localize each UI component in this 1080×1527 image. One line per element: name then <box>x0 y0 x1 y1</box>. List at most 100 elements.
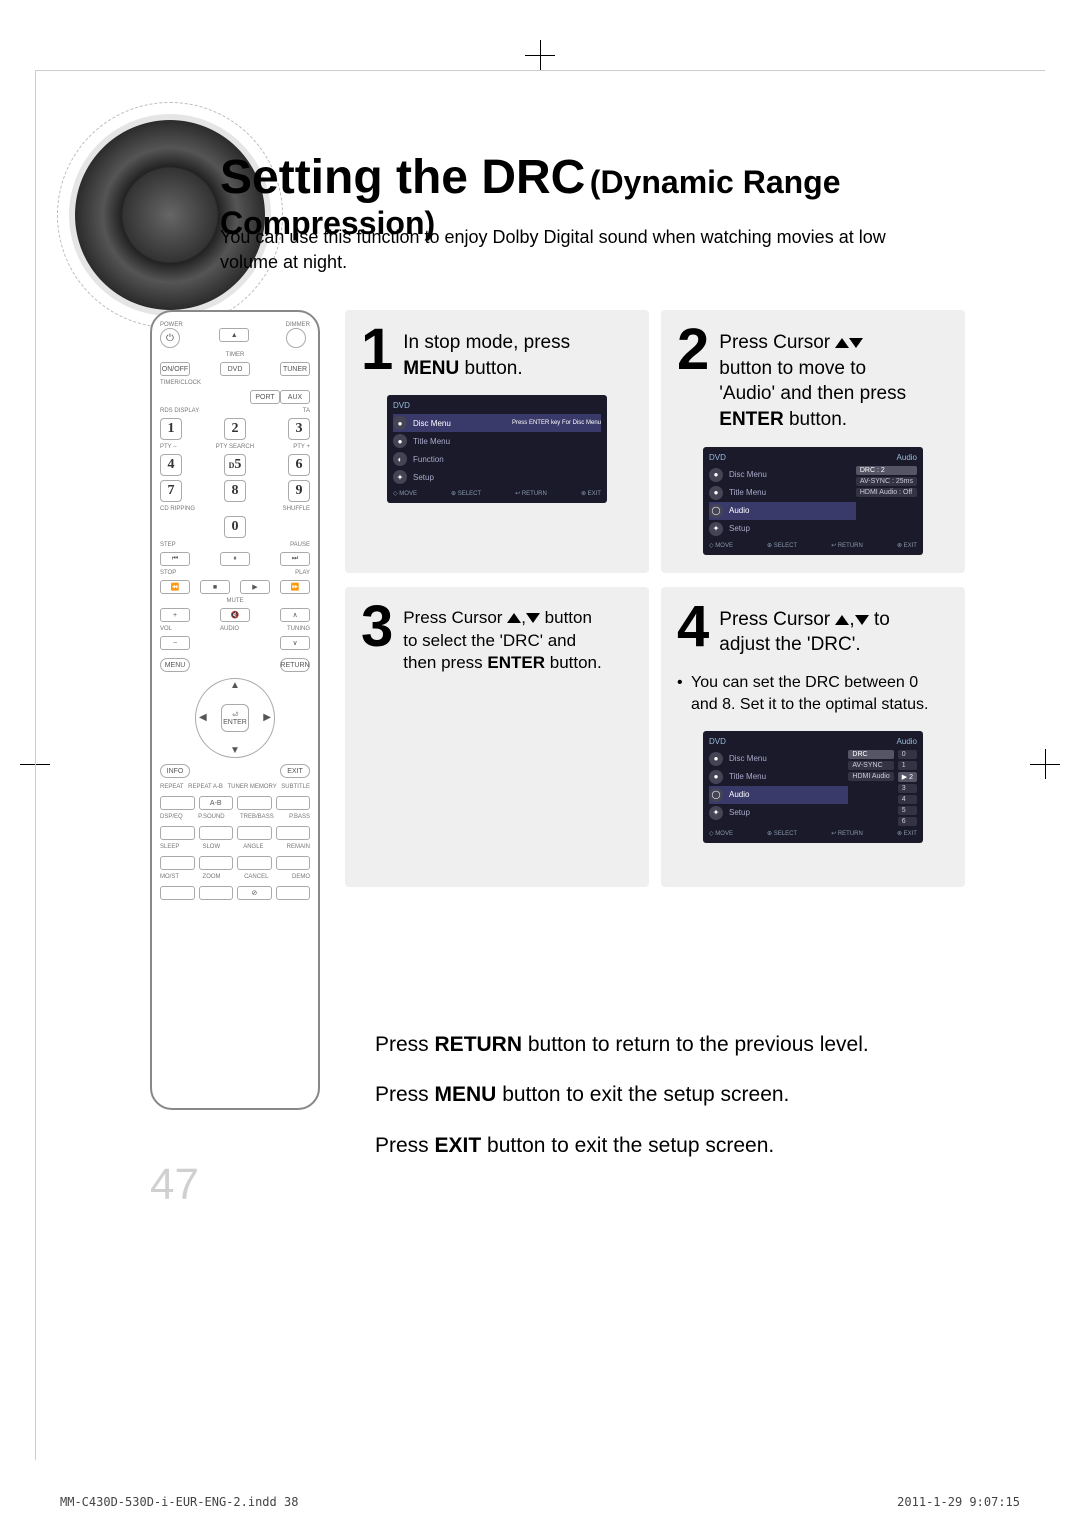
zoom-button <box>199 886 234 900</box>
subtitle-button <box>276 796 311 810</box>
osd4-v5: 5 <box>898 806 917 815</box>
step-4-l0-pre: Press Cursor <box>719 609 835 630</box>
shuffle-label: SHUFFLE <box>283 506 310 512</box>
mute-icon: 🔇 <box>220 608 250 622</box>
osd2-foot1: ⊕ SELECT <box>767 542 797 549</box>
step-2-number: 2 <box>677 324 709 376</box>
next-icon: ⏭ <box>280 552 310 566</box>
osd4-values-col: 0 1 ▶ 2 3 4 5 6 <box>898 750 917 826</box>
step-1-number: 1 <box>361 324 393 376</box>
osd1-row2: Function <box>413 455 444 464</box>
cursor-up-icon <box>835 338 849 348</box>
osd2-title-l: DVD <box>709 453 726 462</box>
step-label: STEP <box>160 542 176 548</box>
pause-label: PAUSE <box>290 542 310 548</box>
tuner-mem-label: TUNER MEMORY <box>227 784 276 790</box>
ta-label: TA <box>303 408 310 414</box>
doc-footer-left: MM-C430D-530D-i-EUR-ENG-2.indd 38 <box>60 1495 298 1509</box>
mute-label: MUTE <box>227 598 244 604</box>
fi1-pre: Press <box>375 1083 435 1106</box>
vol-down-icon: − <box>160 636 190 650</box>
power-label: POWER <box>160 322 183 328</box>
cancel-label: CANCEL <box>244 874 268 880</box>
osd4-labels-col: DRC AV-SYNC HDMI Audio <box>848 750 893 826</box>
vol-label: VOL <box>160 626 172 632</box>
page-number: 47 <box>150 1160 199 1210</box>
step-1-pre: In stop mode, press <box>403 332 570 353</box>
step-2-l3-post: button. <box>789 409 847 430</box>
play-icon: ▶ <box>240 580 270 594</box>
osd4-v2: ▶ 2 <box>898 772 917 782</box>
osd4-rc0: DRC <box>848 750 893 759</box>
disc-icon: ● <box>709 752 723 766</box>
psound-label: P.SOUND <box>198 814 225 820</box>
osd4-row0: Disc Menu <box>729 754 767 763</box>
remain-button <box>276 856 311 870</box>
audio-label: AUDIO <box>220 626 239 632</box>
osd4-title-r: Audio <box>897 737 917 746</box>
step-3-l0-pre: Press Cursor <box>403 608 507 627</box>
enter-button: ⏎ ENTER <box>221 704 249 732</box>
document-footer: MM-C430D-530D-i-EUR-ENG-2.indd 38 2011-1… <box>60 1495 1020 1509</box>
step-4-l0-post: to <box>874 609 890 630</box>
osd2-right-col: DRC : 2 AV-SYNC : 25ms HDMI Audio : Off <box>856 466 917 538</box>
step-1-post: button. <box>465 358 523 379</box>
timer-label: TIMER <box>160 352 310 358</box>
exit-button: EXIT <box>280 764 310 778</box>
osd2-row3: Setup <box>729 524 750 533</box>
footer-instructions: Press RETURN button to return to the pre… <box>375 1020 935 1171</box>
osd1-foot2: ↩ RETURN <box>515 490 547 497</box>
osd4-v4: 4 <box>898 795 917 804</box>
osd2-rc0: DRC : 2 <box>856 466 917 475</box>
step-4-number: 4 <box>677 601 709 653</box>
cursor-down-icon <box>855 615 869 625</box>
step-4-note: You can set the DRC between 0 and 8. Set… <box>677 672 949 717</box>
info-button: INFO <box>160 764 190 778</box>
footer-line-2: Press MENU button to exit the setup scre… <box>375 1070 935 1120</box>
num-3: 3 <box>288 418 310 440</box>
rds-label: RDS DISPLAY <box>160 408 199 414</box>
timerclock-label: TIMER/CLOCK <box>160 380 201 386</box>
port-button: PORT <box>250 390 280 404</box>
step-3-l2-bold: ENTER <box>487 653 545 672</box>
osd1-title: DVD <box>393 401 410 410</box>
osd2-rc2: HDMI Audio : Off <box>856 488 917 497</box>
eject-icon: ▲ <box>219 328 249 342</box>
step-2-l1: button to move to <box>719 358 866 379</box>
step-4-panel: 4 Press Cursor , to adjust the 'DRC'. Yo… <box>661 587 965 887</box>
osd1-foot0: ◇ MOVE <box>393 490 417 497</box>
disc-icon: ● <box>393 416 407 430</box>
step-3-panel: 3 Press Cursor , button to select the 'D… <box>345 587 649 887</box>
step-2-l3-bold: ENTER <box>719 409 783 430</box>
sleep-button <box>160 856 195 870</box>
num-7: 7 <box>160 480 182 502</box>
subtitle-label: SUBTITLE <box>281 784 310 790</box>
num-8: 8 <box>224 480 246 502</box>
menu-button: MENU <box>160 658 190 672</box>
fi2-pre: Press <box>375 1134 435 1157</box>
cursor-up-icon <box>835 615 849 625</box>
osd4-row3: Setup <box>729 808 750 817</box>
osd2-row0: Disc Menu <box>729 470 767 479</box>
step-2-l0-pre: Press Cursor <box>719 332 835 353</box>
step-3-l0-post: button <box>545 608 592 627</box>
disc-icon: ● <box>709 468 723 482</box>
crop-mark-top <box>525 40 555 70</box>
footer-line-3: Press EXIT button to exit the setup scre… <box>375 1121 935 1171</box>
osd2-rc1: AV-SYNC : 25ms <box>856 477 917 486</box>
step-4-text: Press Cursor , to adjust the 'DRC'. <box>719 601 890 658</box>
num-2: 2 <box>224 418 246 440</box>
audio-icon: ◯ <box>709 788 723 802</box>
angle-label: ANGLE <box>243 844 263 850</box>
step-1-text: In stop mode, press MENU button. <box>403 324 570 381</box>
osd4-foot1: ⊕ SELECT <box>767 830 797 837</box>
repeat-ab-button: A-B <box>199 796 234 810</box>
osd4-rc1: AV-SYNC <box>848 761 893 770</box>
step-3-l1: to select the 'DRC' and <box>403 631 576 650</box>
step-1-panel: 1 In stop mode, press MENU button. DVD ●… <box>345 310 649 573</box>
cursor-down-icon <box>849 338 863 348</box>
repeat-ab-label: REPEAT A-B <box>188 784 223 790</box>
power-icon: ⏻ <box>160 328 180 348</box>
osd2-foot3: ⊗ EXIT <box>897 542 917 549</box>
num-9: 9 <box>288 480 310 502</box>
